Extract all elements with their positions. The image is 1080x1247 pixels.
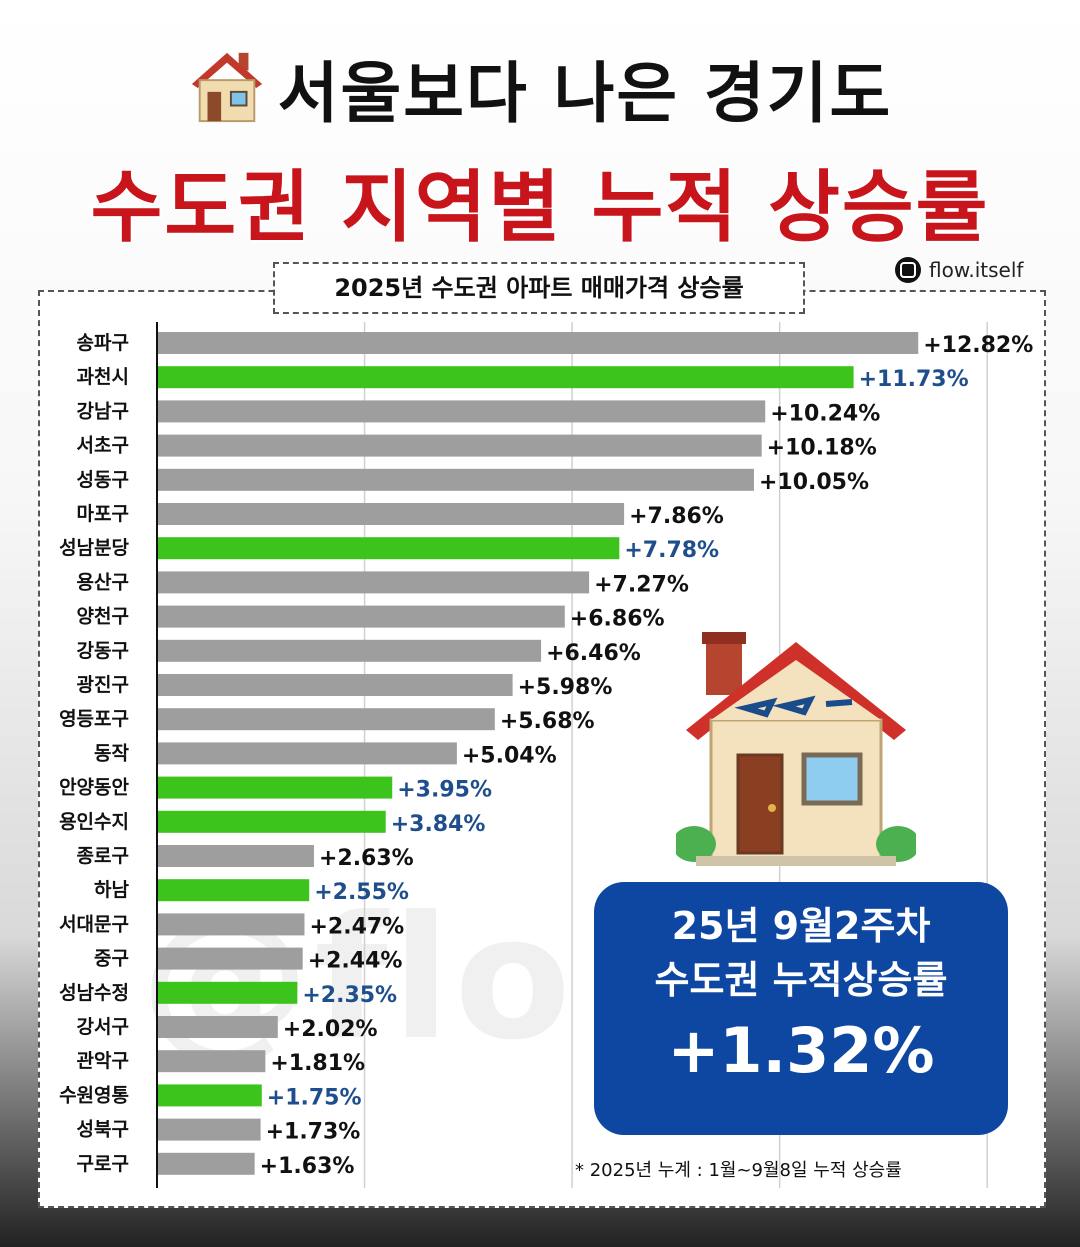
bar — [158, 674, 513, 696]
value-label: +3.84% — [391, 812, 486, 837]
category-label: 종로구 — [77, 845, 129, 867]
title-line-2: 수도권 지역별 누적 상승률 — [90, 163, 990, 253]
bar — [158, 366, 854, 389]
value-label: +2.35% — [302, 983, 397, 1008]
category-label: 마포구 — [77, 503, 129, 525]
value-label: +2.02% — [283, 1017, 378, 1042]
bar — [158, 400, 766, 423]
bar — [158, 605, 565, 628]
bar — [158, 639, 542, 662]
value-label: +7.86% — [629, 504, 724, 529]
bar — [158, 742, 457, 765]
bar — [158, 981, 298, 1004]
title-line-1-text: 서울보다 나은 경기도 — [277, 55, 893, 132]
value-label: +5.04% — [462, 743, 557, 768]
bar — [158, 1050, 266, 1073]
value-label: +6.86% — [570, 607, 665, 632]
category-label: 관악구 — [77, 1050, 129, 1072]
category-label: 서초구 — [77, 435, 129, 457]
value-label: +2.63% — [319, 846, 414, 871]
chart-bars: 송파구 +12.82% 과천시 +11.73% 강남구 +10.24% 서초구 +10.18%… — [59, 332, 1033, 1179]
title-line-1: 서울보다 나은 경기도 — [0, 40, 1080, 136]
bar — [158, 537, 620, 560]
instagram-icon — [895, 257, 921, 283]
value-label: +6.46% — [546, 641, 641, 666]
bar — [158, 503, 625, 525]
credit: flow.itself — [895, 257, 1023, 283]
category-label: 성동구 — [77, 469, 129, 491]
category-label: 성북구 — [77, 1119, 129, 1141]
value-label: +1.73% — [266, 1120, 361, 1145]
bar — [158, 571, 590, 594]
footnote: * 2025년 누계 : 1월~9월8일 누적 상승률 — [575, 1160, 902, 1181]
category-label: 강서구 — [77, 1016, 129, 1038]
category-label: 수원영통 — [59, 1084, 129, 1106]
bar — [158, 1118, 261, 1141]
value-label: +1.75% — [267, 1085, 362, 1110]
value-label: +5.68% — [500, 709, 595, 734]
category-label: 용산구 — [77, 571, 129, 593]
value-label: +10.24% — [770, 401, 880, 426]
category-label: 성남수정 — [59, 982, 129, 1004]
category-label: 안양동안 — [59, 777, 129, 799]
credit-handle[interactable]: flow.itself — [929, 258, 1024, 282]
bar — [158, 332, 919, 354]
category-label: 하남 — [94, 879, 129, 901]
value-label: +3.95% — [397, 778, 492, 803]
bar — [158, 1084, 262, 1107]
bar — [158, 434, 762, 457]
value-label: +7.27% — [594, 572, 689, 597]
value-label: +11.73% — [859, 367, 969, 392]
value-label: +2.44% — [308, 949, 403, 974]
house-illustration-icon — [676, 632, 916, 866]
category-label: 영등포구 — [59, 708, 129, 730]
summary-period: 25년 9월2주차 — [671, 904, 931, 948]
category-label: 광진구 — [77, 674, 129, 696]
category-label: 과천시 — [77, 366, 129, 388]
summary-label: 수도권 누적상승률 — [654, 958, 948, 1002]
bar — [158, 810, 386, 833]
value-label: +7.78% — [624, 538, 719, 563]
bar — [158, 947, 303, 970]
chart-subtitle: 2025년 수도권 아파트 매매가격 상승률 — [273, 262, 805, 314]
value-label: +10.05% — [759, 470, 869, 495]
value-label: +12.82% — [923, 333, 1033, 358]
value-label: +5.98% — [518, 675, 613, 700]
summary-card: 25년 9월2주차 수도권 누적상승률 +1.32% — [594, 882, 1008, 1135]
house-emoji-icon — [191, 52, 262, 123]
bar — [158, 913, 305, 936]
category-label: 성남분당 — [59, 537, 129, 559]
category-label: 용인수지 — [59, 811, 129, 833]
value-label: +1.63% — [260, 1154, 355, 1179]
category-label: 송파구 — [77, 332, 129, 354]
summary-value: +1.32% — [667, 1014, 935, 1087]
category-label: 서대문구 — [59, 913, 129, 935]
bar — [158, 1016, 278, 1038]
bar — [158, 879, 310, 902]
category-label: 동작 — [94, 742, 129, 764]
bar — [158, 1152, 255, 1175]
value-label: +2.55% — [314, 880, 409, 905]
category-label: 강동구 — [77, 640, 129, 662]
category-label: 양천구 — [77, 606, 129, 628]
category-label: 구로구 — [77, 1153, 129, 1175]
value-label: +2.47% — [309, 914, 404, 939]
category-label: 중구 — [94, 948, 129, 970]
bar — [158, 776, 393, 799]
bar — [158, 468, 754, 491]
bar — [158, 708, 495, 731]
category-label: 강남구 — [77, 400, 129, 422]
value-label: +10.18% — [767, 436, 877, 461]
bar — [158, 845, 314, 867]
value-label: +1.81% — [270, 1051, 365, 1076]
